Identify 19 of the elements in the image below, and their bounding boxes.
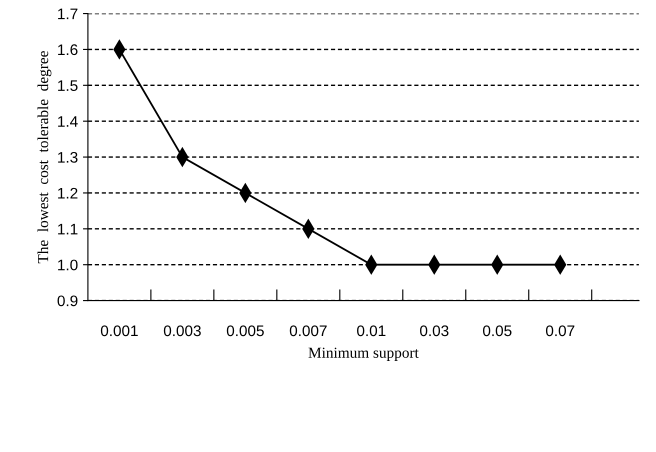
x-axis-title: Minimum support — [308, 348, 419, 361]
x-tick-label: 0.007 — [290, 325, 327, 336]
y-tick-label: 1.6 — [58, 44, 78, 56]
x-tick-label: 0.05 — [482, 325, 512, 336]
y-tick-label: 0.9 — [58, 295, 78, 306]
x-tick-label: 0.07 — [546, 325, 574, 336]
y-axis-title: The lowest cost tolerable degree — [37, 51, 52, 264]
y-tick-label: 1.5 — [58, 80, 78, 91]
x-tick-label: 0.03 — [420, 325, 448, 336]
y-tick-label: 1.7 — [58, 8, 78, 20]
x-tick-label: 0.001 — [100, 325, 138, 336]
y-tick-label: 1.3 — [58, 152, 78, 163]
y-tick-label: 1.0 — [58, 260, 78, 270]
y-tick-label: 1.1 — [58, 224, 78, 234]
x-tick-label: 0.005 — [226, 325, 264, 336]
y-tick-label: 1.2 — [58, 188, 78, 198]
x-tick-label: 0.003 — [164, 325, 201, 336]
y-tick-label: 1.4 — [58, 116, 78, 127]
x-tick-label: 0.01 — [357, 325, 386, 336]
